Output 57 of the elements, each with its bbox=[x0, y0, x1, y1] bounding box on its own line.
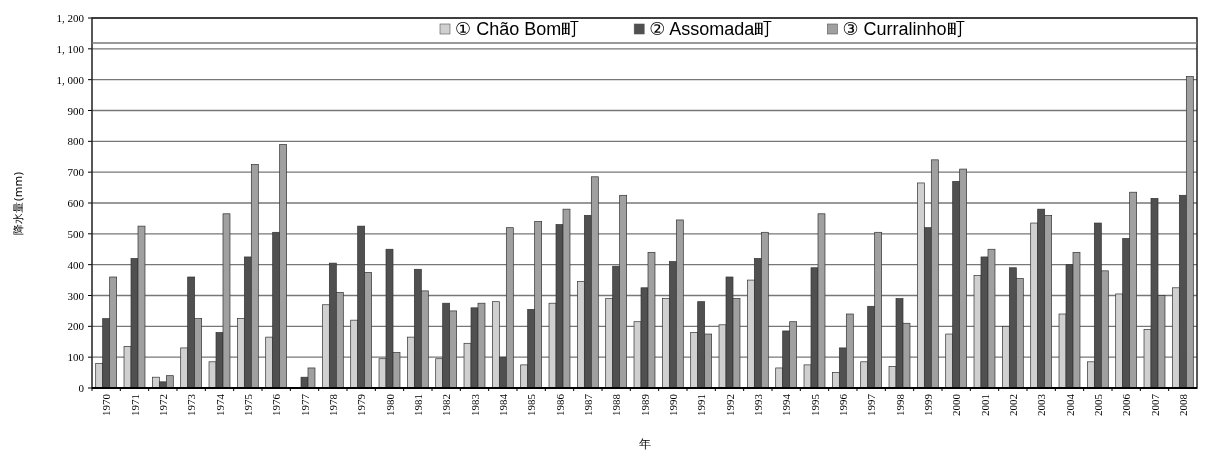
y-tick-label: 1, 200 bbox=[56, 12, 85, 24]
y-tick-label: 500 bbox=[67, 227, 85, 240]
x-tick-label: 2001 bbox=[978, 394, 991, 416]
x-tick-label: 1990 bbox=[666, 393, 679, 416]
x-axis-title: 年 bbox=[638, 437, 651, 451]
x-tick-label: 1984 bbox=[496, 393, 509, 416]
x-tick-label: 1975 bbox=[241, 393, 254, 416]
x-tick-label: 1979 bbox=[355, 393, 368, 416]
legend-label: ① Chão Bom町 bbox=[455, 19, 580, 39]
x-tick-label: 1974 bbox=[213, 393, 226, 416]
x-tick-label: 1995 bbox=[808, 393, 821, 416]
y-tick-label: 700 bbox=[67, 166, 85, 179]
x-tick-label: 1988 bbox=[610, 393, 623, 416]
x-tick-label: 2008 bbox=[1176, 393, 1189, 416]
x-tick-label: 2004 bbox=[1063, 393, 1076, 416]
y-tick-label: 200 bbox=[67, 320, 85, 333]
x-tick-label: 1972 bbox=[156, 394, 169, 416]
x-tick-label: 1983 bbox=[468, 393, 481, 416]
x-tick-label: 1994 bbox=[780, 393, 793, 416]
x-tick-label: 1989 bbox=[638, 393, 651, 416]
x-tick-label: 1996 bbox=[836, 393, 849, 416]
y-axis-title: 降水量(mm) bbox=[12, 171, 25, 235]
x-tick-label: 2000 bbox=[950, 393, 963, 416]
x-tick-label: 2007 bbox=[1148, 393, 1161, 416]
x-tick-label: 1982 bbox=[440, 394, 453, 416]
x-tick-label: 1992 bbox=[723, 394, 736, 416]
x-tick-label: 1987 bbox=[581, 393, 594, 416]
x-tick-label: 1993 bbox=[751, 393, 764, 416]
y-tick-label: 100 bbox=[67, 351, 85, 364]
y-tick-label: 1, 100 bbox=[56, 42, 85, 55]
x-tick-label: 1977 bbox=[298, 393, 311, 416]
x-tick-label: 1997 bbox=[865, 393, 878, 416]
x-tick-label: 1981 bbox=[411, 394, 424, 416]
x-tick-label: 1998 bbox=[893, 393, 906, 416]
y-tick-label: 1, 000 bbox=[56, 73, 85, 86]
x-tick-label: 1970 bbox=[100, 393, 113, 416]
y-tick-label: 800 bbox=[67, 135, 85, 148]
x-tick-label: 2002 bbox=[1006, 394, 1019, 416]
x-tick-label: 1999 bbox=[921, 393, 934, 416]
legend-label: ③ Curralinho町 bbox=[842, 19, 965, 39]
x-tick-label: 1971 bbox=[128, 394, 141, 416]
x-tick-label: 1978 bbox=[326, 393, 339, 416]
x-tick-label: 1986 bbox=[553, 393, 566, 416]
x-tick-label: 1973 bbox=[185, 393, 198, 416]
x-tick-label: 1980 bbox=[383, 393, 396, 416]
legend-label: ② Assomada町 bbox=[649, 19, 773, 39]
y-tick-label: 400 bbox=[67, 258, 85, 271]
x-tick-label: 2006 bbox=[1120, 393, 1133, 416]
x-tick-label: 1991 bbox=[695, 394, 708, 416]
x-tick-label: 1985 bbox=[525, 393, 538, 416]
y-tick-label: 600 bbox=[67, 197, 85, 209]
x-tick-label: 2003 bbox=[1035, 393, 1048, 416]
x-tick-label: 2005 bbox=[1091, 393, 1104, 416]
x-tick-label: 1976 bbox=[270, 393, 283, 416]
y-tick-label: 300 bbox=[67, 289, 85, 302]
y-tick-label: 0 bbox=[78, 382, 85, 394]
y-tick-label: 900 bbox=[67, 104, 85, 117]
